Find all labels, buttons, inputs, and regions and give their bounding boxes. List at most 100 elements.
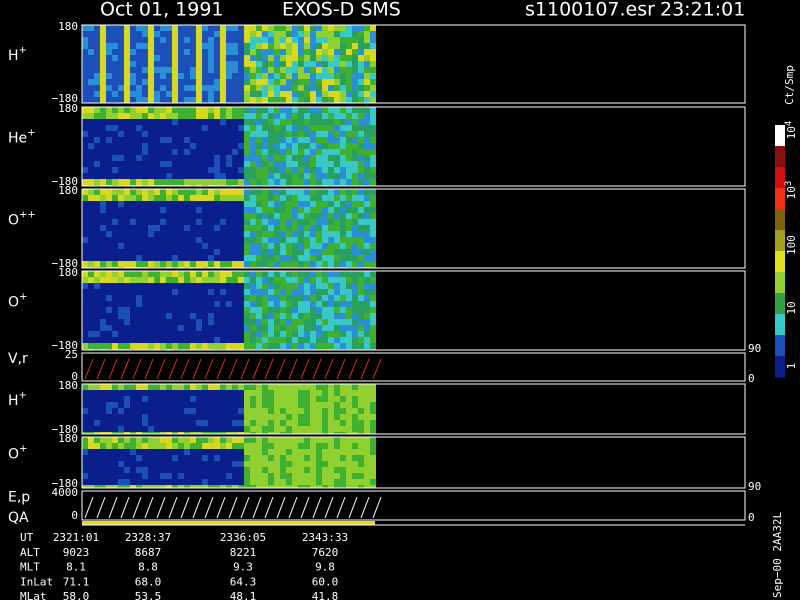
spectrogram-cell <box>160 43 166 49</box>
spectrogram-cell <box>82 473 88 479</box>
spectrogram-cell <box>226 319 232 325</box>
spectrogram-cell <box>322 271 328 277</box>
spectrogram-cell <box>262 249 268 255</box>
spectrogram-cell <box>202 91 208 97</box>
spectrogram-cell <box>232 119 238 125</box>
spectrogram-cell <box>118 325 124 331</box>
spectrogram-cell <box>358 390 364 396</box>
spectrogram-cell <box>130 213 136 219</box>
spectrogram-cell <box>340 25 346 31</box>
spectrogram-cell <box>292 85 298 91</box>
spectrogram-cell <box>220 343 226 349</box>
spectrogram-cell <box>286 73 292 79</box>
spectrogram-cell <box>202 201 208 207</box>
spectrogram-cell <box>364 396 370 402</box>
spectrogram-cell <box>346 289 352 295</box>
spectrogram-cell <box>316 420 322 426</box>
spectrogram-cell <box>274 237 280 243</box>
spectrogram-cell <box>136 207 142 213</box>
spectrogram-cell <box>124 479 130 485</box>
spectrogram-cell <box>340 73 346 79</box>
spectrogram-cell <box>82 408 88 414</box>
spectrogram-cell <box>160 155 166 161</box>
spectrogram-cell <box>214 49 220 55</box>
spectrogram-cell <box>118 91 124 97</box>
spectrogram-cell <box>268 67 274 73</box>
spectrogram-cell <box>346 437 352 443</box>
spectrogram-cell <box>190 402 196 408</box>
spectrogram-cell <box>328 467 334 473</box>
spectrogram-cell <box>88 113 94 119</box>
spectrogram-cell <box>226 143 232 149</box>
spectrogram-cell <box>154 249 160 255</box>
spectrogram-cell <box>226 189 232 195</box>
spectrogram-cell <box>94 337 100 343</box>
spectrogram-cell <box>352 390 358 396</box>
spectrogram-cell <box>274 55 280 61</box>
spectrogram-cell <box>370 384 376 390</box>
spectrogram-cell <box>214 289 220 295</box>
spectrogram-cell <box>142 55 148 61</box>
spectrogram-cell <box>142 271 148 277</box>
spectrogram-cell <box>184 473 190 479</box>
spectrogram-cell <box>352 384 358 390</box>
spectrogram-cell <box>352 43 358 49</box>
spectrogram-cell <box>328 131 334 137</box>
spectrogram-cell <box>352 225 358 231</box>
spectrogram-cell <box>88 337 94 343</box>
trace <box>84 496 382 519</box>
spectrogram-cell <box>100 195 106 201</box>
spectrogram-cell <box>184 307 190 313</box>
spectrogram-cell <box>304 343 310 349</box>
spectrogram-cell <box>232 49 238 55</box>
spectrogram-cell <box>208 225 214 231</box>
spectrogram-cell <box>88 213 94 219</box>
spectrogram-cell <box>118 449 124 455</box>
spectrogram-cell <box>274 243 280 249</box>
spectrogram-cell <box>286 107 292 113</box>
spectrogram-cell <box>202 137 208 143</box>
spectrogram-cell <box>190 173 196 179</box>
spectrogram-cell <box>208 443 214 449</box>
spectrogram-cell <box>322 432 328 434</box>
spectrogram-cell <box>178 426 184 432</box>
spectrogram-cell <box>112 179 118 185</box>
spectrogram-cell <box>310 331 316 337</box>
spectrogram-cell <box>232 408 238 414</box>
spectrogram-cell <box>298 37 304 43</box>
spectrogram-cell <box>328 225 334 231</box>
spectrogram-cell <box>226 43 232 49</box>
spectrogram-cell <box>292 289 298 295</box>
spectrogram-cell <box>352 219 358 225</box>
spectrogram-cell <box>292 201 298 207</box>
spectrogram-cell <box>208 155 214 161</box>
spectrogram-cell <box>280 432 286 434</box>
spectrogram-cell <box>82 213 88 219</box>
spectrogram-cell <box>328 283 334 289</box>
spectrogram-cell <box>118 443 124 449</box>
spectrogram-cell <box>232 195 238 201</box>
spectrogram-cell <box>202 55 208 61</box>
spectrogram-cell <box>142 201 148 207</box>
spectrogram-cell <box>124 277 130 283</box>
spectrogram-cell <box>304 313 310 319</box>
spectrogram-cell <box>160 479 166 485</box>
spectrogram-cell <box>238 119 244 125</box>
spectrogram-cell <box>340 255 346 261</box>
spectrogram-cell <box>112 73 118 79</box>
tick-top: 25 <box>65 348 78 361</box>
spectrogram-cell <box>250 201 256 207</box>
spectrogram-cell <box>346 243 352 249</box>
spectrogram-cell <box>220 37 226 43</box>
spectrogram-cell <box>184 414 190 420</box>
spectrogram-cell <box>196 49 202 55</box>
spectrogram-cell <box>328 219 334 225</box>
spectrogram-cell <box>256 61 262 67</box>
spectrogram-cell <box>160 455 166 461</box>
spectrogram-cell <box>118 408 124 414</box>
spectrogram-cell <box>322 85 328 91</box>
spectrogram-cell <box>268 237 274 243</box>
spectrogram-cell <box>112 307 118 313</box>
spectrogram-cell <box>244 255 250 261</box>
spectrogram-cell <box>130 207 136 213</box>
